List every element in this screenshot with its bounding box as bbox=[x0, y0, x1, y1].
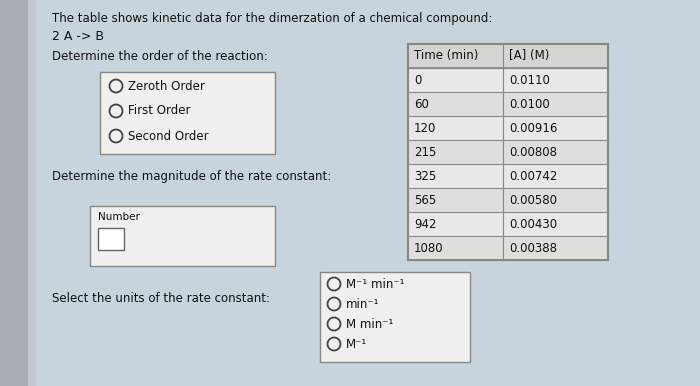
Bar bbox=[408, 188, 608, 212]
Text: 0.00808: 0.00808 bbox=[509, 146, 557, 159]
Text: M⁻¹ min⁻¹: M⁻¹ min⁻¹ bbox=[346, 278, 405, 291]
Text: 215: 215 bbox=[414, 146, 436, 159]
Bar bbox=[408, 92, 608, 116]
Text: Select the units of the rate constant:: Select the units of the rate constant: bbox=[52, 292, 270, 305]
Bar bbox=[90, 206, 275, 266]
Text: M min⁻¹: M min⁻¹ bbox=[346, 318, 393, 330]
Text: 0.00430: 0.00430 bbox=[509, 217, 557, 230]
Text: 60: 60 bbox=[414, 98, 429, 110]
Bar bbox=[408, 116, 608, 140]
Text: 0.00916: 0.00916 bbox=[509, 122, 557, 134]
Bar bbox=[320, 272, 470, 362]
Text: First Order: First Order bbox=[128, 105, 190, 117]
Bar bbox=[0, 0, 28, 386]
Text: Second Order: Second Order bbox=[128, 129, 209, 142]
Text: 0.0110: 0.0110 bbox=[509, 73, 550, 86]
Text: Number: Number bbox=[98, 212, 140, 222]
Text: 325: 325 bbox=[414, 169, 436, 183]
Bar bbox=[408, 212, 608, 236]
Text: 565: 565 bbox=[414, 193, 436, 207]
Text: 120: 120 bbox=[414, 122, 436, 134]
Text: Determine the magnitude of the rate constant:: Determine the magnitude of the rate cons… bbox=[52, 170, 331, 183]
Text: min⁻¹: min⁻¹ bbox=[346, 298, 379, 310]
Bar bbox=[408, 164, 608, 188]
Text: 0.00742: 0.00742 bbox=[509, 169, 557, 183]
Text: Time (min): Time (min) bbox=[414, 49, 478, 63]
Bar bbox=[100, 72, 275, 154]
Bar bbox=[408, 44, 608, 68]
Text: 1080: 1080 bbox=[414, 242, 444, 254]
Text: 942: 942 bbox=[414, 217, 437, 230]
Bar bbox=[98, 228, 124, 250]
Bar bbox=[408, 44, 608, 260]
Text: 0.0100: 0.0100 bbox=[509, 98, 550, 110]
Bar bbox=[28, 0, 36, 386]
Text: 2 A -> B: 2 A -> B bbox=[52, 30, 104, 43]
Text: The table shows kinetic data for the dimerzation of a chemical compound:: The table shows kinetic data for the dim… bbox=[52, 12, 492, 25]
Text: 0: 0 bbox=[414, 73, 421, 86]
Bar bbox=[408, 236, 608, 260]
Text: 0.00580: 0.00580 bbox=[509, 193, 557, 207]
Text: Determine the order of the reaction:: Determine the order of the reaction: bbox=[52, 50, 267, 63]
Text: [A] (M): [A] (M) bbox=[509, 49, 550, 63]
Bar bbox=[408, 68, 608, 92]
Bar bbox=[408, 44, 608, 260]
Bar bbox=[408, 140, 608, 164]
Text: M⁻¹: M⁻¹ bbox=[346, 337, 368, 350]
Text: Zeroth Order: Zeroth Order bbox=[128, 80, 205, 93]
Text: 0.00388: 0.00388 bbox=[509, 242, 557, 254]
